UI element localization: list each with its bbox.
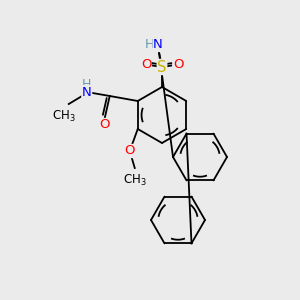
- Text: CH$_3$: CH$_3$: [52, 109, 76, 124]
- Text: CH$_3$: CH$_3$: [123, 173, 147, 188]
- Text: O: O: [124, 145, 135, 158]
- Text: O: O: [141, 58, 151, 71]
- Text: O: O: [173, 58, 183, 71]
- Text: S: S: [157, 59, 167, 74]
- Text: N: N: [82, 85, 92, 98]
- Text: N: N: [153, 38, 163, 52]
- Text: H: H: [82, 77, 92, 91]
- Text: O: O: [100, 118, 110, 131]
- Text: H: H: [144, 38, 154, 52]
